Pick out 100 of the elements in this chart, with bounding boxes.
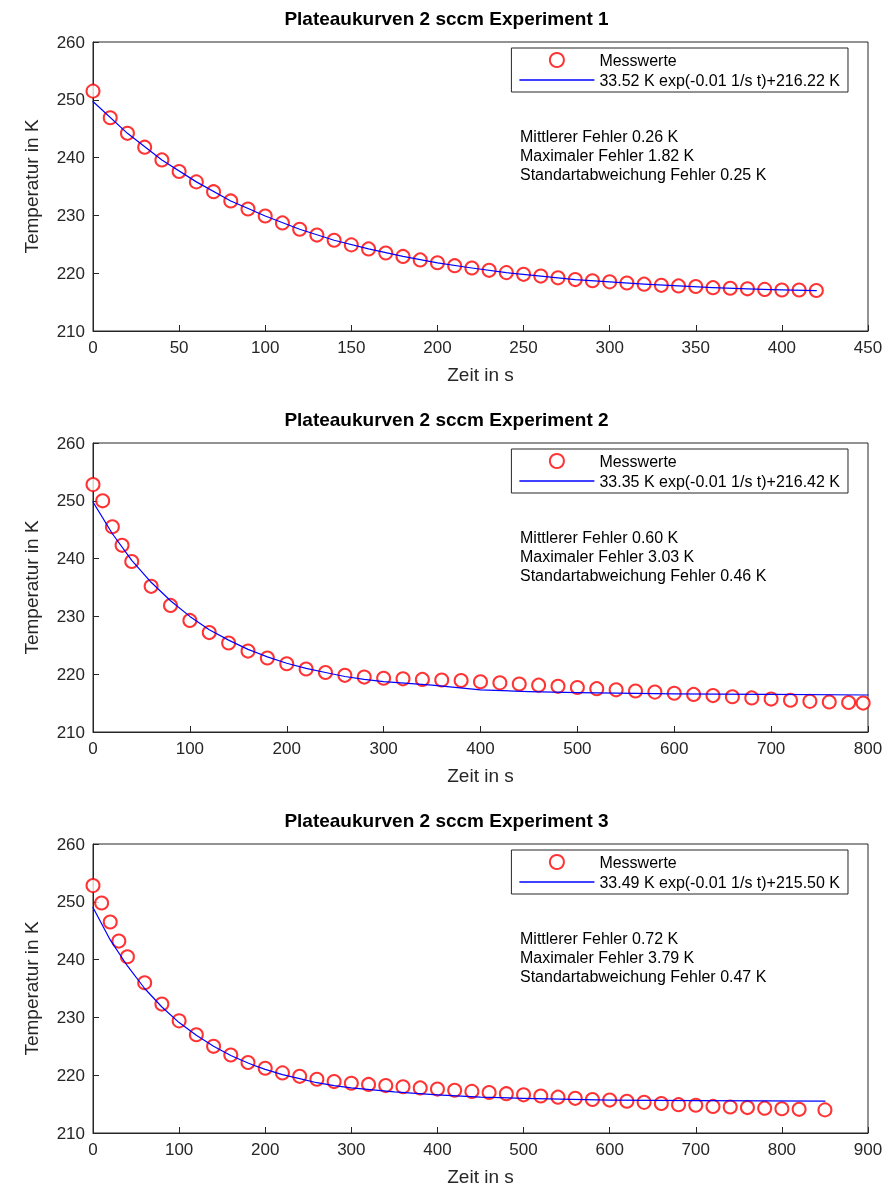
point <box>453 673 469 689</box>
point <box>724 689 740 705</box>
y-tick-label: 260 <box>56 32 85 52</box>
point <box>567 1090 583 1106</box>
x-tick-label: 350 <box>681 338 710 357</box>
point <box>85 878 101 894</box>
y-tick-label: 230 <box>56 1007 85 1027</box>
point <box>757 1100 773 1116</box>
y-tick-label: 240 <box>56 148 85 168</box>
point <box>628 683 643 699</box>
y-tick-label: 230 <box>56 606 85 626</box>
point <box>119 949 135 965</box>
point <box>569 680 585 695</box>
point <box>481 1085 497 1101</box>
point <box>94 895 110 911</box>
x-tick-label: 450 <box>853 338 883 357</box>
chart-title: Plateaukurven 2 sccm Experiment 2 <box>284 409 609 430</box>
y-tick-label: 240 <box>56 950 85 970</box>
point <box>821 694 837 710</box>
legend-label: 33.49 K exp(-0.01 1/s t)+215.50 K <box>599 873 841 891</box>
x-tick-label: 700 <box>681 1140 710 1159</box>
point <box>817 1102 833 1118</box>
y-tick-label: 260 <box>56 834 85 854</box>
annotation: Maximaler Fehler 1.82 K <box>520 146 695 164</box>
x-tick-label: 400 <box>423 1140 452 1159</box>
x-tick-label: 300 <box>337 1140 366 1159</box>
annotation: Mittlerer Fehler 0.26 K <box>520 127 679 145</box>
point <box>636 1094 652 1110</box>
point <box>414 671 430 687</box>
point <box>343 1075 359 1091</box>
point <box>102 914 118 930</box>
x-tick-label: 100 <box>175 739 205 758</box>
point <box>722 1099 738 1115</box>
annotation: Mittlerer Fehler 0.60 K <box>520 528 679 546</box>
point <box>531 677 547 693</box>
x-tick-label: 100 <box>164 1140 194 1159</box>
point <box>791 1101 807 1117</box>
y-tick-label: 220 <box>56 664 85 684</box>
point <box>111 933 127 949</box>
annotation: Standartabweichung Fehler 0.25 K <box>520 165 767 183</box>
point <box>104 519 120 535</box>
point <box>447 1082 463 1098</box>
point <box>774 1101 790 1117</box>
point <box>647 684 663 700</box>
x-axis-title: Zeit in s <box>447 765 514 786</box>
y-tick-label: 260 <box>56 433 85 453</box>
point <box>841 695 857 711</box>
x-tick-label: 100 <box>251 338 280 357</box>
point <box>744 690 760 706</box>
x-tick-label: 400 <box>466 739 495 758</box>
point <box>739 1100 755 1116</box>
chart-title: Plateaukurven 2 sccm Experiment 1 <box>284 8 610 29</box>
point <box>378 1078 394 1094</box>
point <box>143 578 159 594</box>
point <box>808 283 824 299</box>
point <box>705 1098 721 1114</box>
x-tick-label: 600 <box>595 1140 624 1159</box>
chart-title: Plateaukurven 2 sccm Experiment 3 <box>284 810 609 831</box>
x-tick-label: 800 <box>853 739 883 758</box>
point <box>464 1083 480 1099</box>
y-axis-title: Temperatur in K <box>21 119 42 254</box>
point <box>395 1079 411 1095</box>
point <box>85 83 101 99</box>
point <box>802 693 818 709</box>
y-tick-label: 250 <box>56 90 85 110</box>
legend-label: Messwerte <box>599 452 677 470</box>
point <box>95 493 111 509</box>
x-tick-label: 0 <box>88 1140 98 1159</box>
point <box>671 1097 687 1113</box>
x-axis-title: Zeit in s <box>447 364 514 385</box>
point <box>550 678 566 694</box>
point <box>855 695 871 711</box>
legend-label: 33.35 K exp(-0.01 1/s t)+216.42 K <box>599 472 841 490</box>
legend-label: Messwerte <box>599 51 677 69</box>
x-tick-label: 0 <box>88 338 98 357</box>
x-tick-label: 700 <box>756 739 786 758</box>
point <box>473 674 488 690</box>
x-tick-label: 300 <box>595 338 624 357</box>
point <box>688 1097 704 1113</box>
annotation: Maximaler Fehler 3.03 K <box>520 547 695 565</box>
legend-label: 33.52 K exp(-0.01 1/s t)+216.22 K <box>599 71 841 89</box>
annotation: Standartabweichung Fehler 0.46 K <box>520 566 767 584</box>
x-tick-label: 500 <box>509 1140 538 1159</box>
y-tick-label: 210 <box>56 1123 85 1143</box>
x-tick-label: 600 <box>660 739 689 758</box>
x-tick-label: 300 <box>369 739 398 758</box>
point <box>516 1087 532 1103</box>
x-tick-label: 250 <box>509 338 538 357</box>
point <box>412 1080 428 1096</box>
x-axis-title: Zeit in s <box>447 1166 514 1187</box>
point <box>434 672 450 688</box>
y-tick-label: 250 <box>56 491 85 511</box>
x-tick-label: 150 <box>337 338 366 357</box>
point <box>783 692 798 708</box>
x-tick-label: 400 <box>767 338 797 357</box>
point <box>757 281 773 297</box>
y-tick-label: 210 <box>56 722 85 742</box>
y-axis-title: Temperatur in K <box>21 921 42 1056</box>
point <box>326 1074 342 1090</box>
point <box>584 1091 600 1107</box>
